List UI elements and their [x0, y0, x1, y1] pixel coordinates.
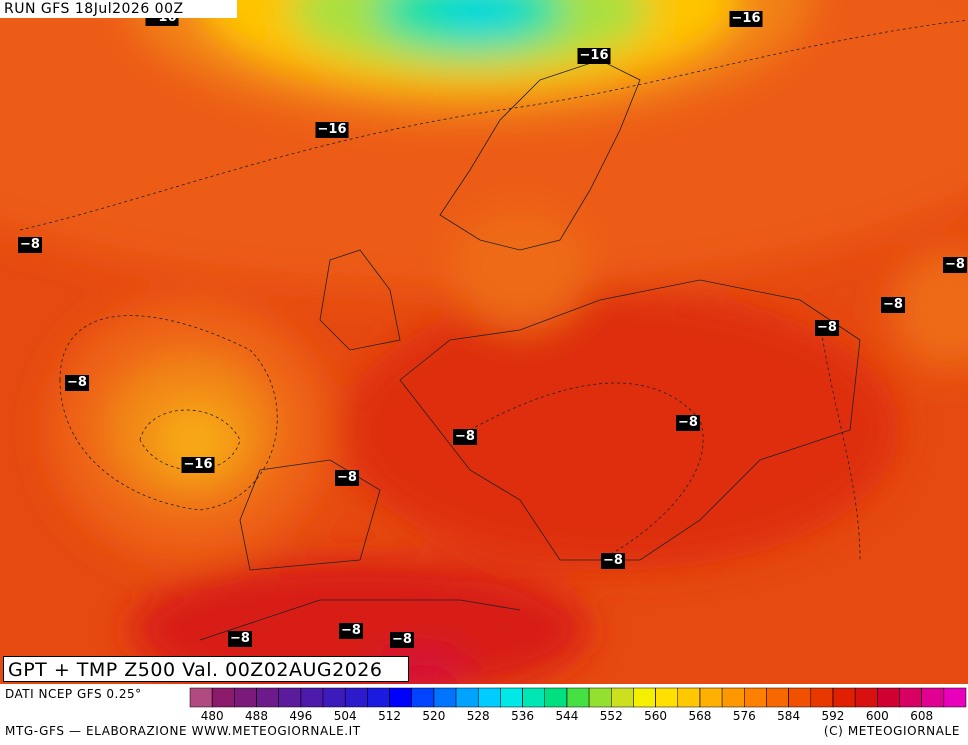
contour-label: −8: [339, 623, 363, 639]
colorbar-tick-label: 584: [777, 709, 800, 723]
colorbar-cell: [677, 687, 701, 708]
contour-label: −8: [65, 375, 89, 391]
contour-label: −8: [676, 415, 700, 431]
footer-left: MTG-GFS — ELABORAZIONE WWW.METEOGIORNALE…: [5, 724, 361, 738]
colorbar-tick-label: 496: [289, 709, 312, 723]
colorbar-tick-label: 600: [866, 709, 889, 723]
colorbar-cell: [854, 687, 878, 708]
colorbar-cell: [899, 687, 922, 708]
colorbar-cell: [566, 687, 590, 708]
contour-label: −8: [815, 320, 839, 336]
colorbar-cell: [832, 687, 856, 708]
colorbar-tick-label: 520: [422, 709, 445, 723]
colorbar-cell: [278, 687, 302, 708]
colorbar-cell: [744, 687, 767, 708]
colorbar-cell: [721, 687, 745, 708]
colorbar-cell: [189, 687, 213, 708]
run-header: RUN GFS 18Jul2026 00Z: [0, 0, 237, 18]
colorbar-tick-label: 592: [822, 709, 845, 723]
coastlines: [199, 59, 861, 641]
colorbar-cell: [588, 687, 612, 708]
contour-label: −8: [18, 237, 42, 253]
contour-label: −8: [881, 297, 905, 313]
colorbar-tick-label: 576: [733, 709, 756, 723]
colorbar-cell: [522, 687, 545, 708]
colorbar-cell: [655, 687, 679, 708]
colorbar-cell: [788, 687, 812, 708]
colorbar-tick-label: 560: [644, 709, 667, 723]
colorbar-cell: [943, 687, 967, 708]
colorbar-tick-label: 568: [688, 709, 711, 723]
contour-label: −16: [729, 11, 763, 27]
colorbar-tick-label: 504: [334, 709, 357, 723]
colorbar-cell: [322, 687, 346, 708]
data-source: DATI NCEP GFS 0.25°: [5, 687, 142, 701]
colorbar-tick-label: 608: [910, 709, 933, 723]
colorbar-tick-label: 544: [555, 709, 578, 723]
colorbar-cell: [256, 687, 279, 708]
colorbar-cell: [433, 687, 457, 708]
colorbar-cell: [300, 687, 324, 708]
colorbar-cell: [633, 687, 656, 708]
contours: [19, 19, 968, 561]
contour-label: −8: [943, 257, 967, 273]
colorbar-tick-label: 488: [245, 709, 268, 723]
contour-label: −16: [181, 457, 215, 473]
colorbar-cell: [921, 687, 945, 708]
contour-label: −8: [453, 429, 477, 445]
colorbar-cell: [211, 687, 235, 708]
colorbar-cell: [389, 687, 412, 708]
contour-label: −8: [390, 632, 414, 648]
colorbar-tick-label: 536: [511, 709, 534, 723]
contour-label: −16: [315, 122, 349, 138]
colorbar-cell: [766, 687, 789, 708]
colorbar-cell: [367, 687, 390, 708]
colorbar-tick-label: 512: [378, 709, 401, 723]
colorbar-cell: [877, 687, 900, 708]
footer-right: (C) METEOGIORNALE: [823, 724, 960, 738]
colorbar-cell: [810, 687, 834, 708]
colorbar-cell: [234, 687, 257, 708]
map: [0, 0, 968, 684]
contour-label: −8: [335, 470, 359, 486]
colorbar: 480 488 496 504 512 520 528 536 544 552 560 568 576 5…: [189, 687, 967, 723]
colorbar-cell: [477, 687, 501, 708]
field: [0, 0, 968, 684]
colorbar-cell: [699, 687, 723, 708]
colorbar-cell: [500, 687, 523, 708]
colorbar-cell: [544, 687, 568, 708]
contour-label: −16: [577, 48, 611, 64]
colorbar-tick-label: 552: [600, 709, 623, 723]
colorbar-cell: [611, 687, 634, 708]
map-title: GPT + TMP Z500 Val. 00Z02AUG2026: [3, 656, 409, 682]
colorbar-cell: [411, 687, 435, 708]
colorbar-cell: [344, 687, 368, 708]
colorbar-cell: [455, 687, 479, 708]
contour-label: −8: [601, 553, 625, 569]
contour-label: −8: [228, 631, 252, 647]
colorbar-tick-label: 480: [201, 709, 224, 723]
colorbar-tick-label: 528: [467, 709, 490, 723]
